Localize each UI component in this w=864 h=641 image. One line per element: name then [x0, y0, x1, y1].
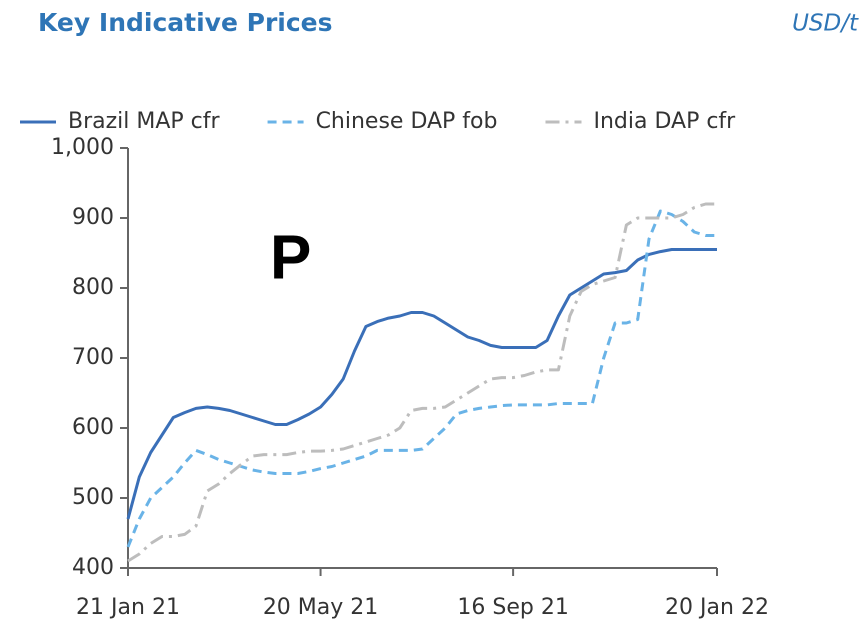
legend-label: Brazil MAP cfr: [68, 109, 221, 134]
y-tick-label: 1,000: [51, 135, 114, 160]
unit-label: USD/t: [792, 11, 859, 37]
y-tick-label: 500: [72, 485, 114, 510]
x-tick-label: 20 Jan 22: [665, 595, 769, 620]
y-tick-label: 400: [72, 555, 114, 580]
legend-label: India DAP cfr: [593, 109, 736, 134]
annotation: P: [270, 223, 311, 292]
x-tick-label: 16 Sep 21: [457, 595, 568, 620]
x-tick-label: 20 May 21: [263, 595, 378, 620]
y-tick-label: 600: [72, 415, 114, 440]
series-line: [126, 209, 717, 548]
chart-title: Key Indicative Prices: [38, 8, 333, 37]
y-tick-label: 700: [72, 345, 114, 370]
series-line: [126, 248, 717, 520]
y-tick-label: 900: [72, 205, 114, 230]
y-tick-label: 800: [72, 275, 114, 300]
legend-label: Chinese DAP fob: [316, 109, 498, 134]
x-tick-label: 21 Jan 21: [76, 595, 180, 620]
series-line: [127, 202, 717, 563]
